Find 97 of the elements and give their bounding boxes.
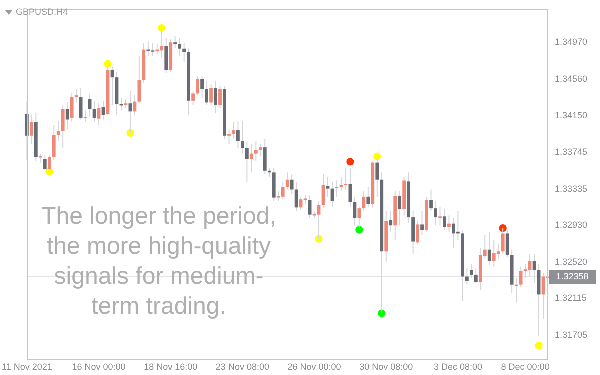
candlestick xyxy=(322,174,326,208)
point xyxy=(104,60,112,68)
candlestick xyxy=(389,210,393,232)
chart-title: GBPUSD,H4 xyxy=(16,7,68,17)
candlestick xyxy=(196,76,200,96)
candlestick xyxy=(366,186,370,208)
candlestick xyxy=(430,189,433,212)
candlestick xyxy=(290,174,294,195)
candlestick xyxy=(43,155,47,170)
candlestick xyxy=(88,93,92,118)
y-tick-label: 1.34970 xyxy=(555,37,588,48)
point xyxy=(499,224,507,232)
y-tick-label: 1.33335 xyxy=(555,184,588,194)
candlestick xyxy=(416,220,420,245)
candlestick xyxy=(362,191,366,212)
x-tick-label: 18 Nov 16:00 xyxy=(144,362,198,372)
candlestick xyxy=(326,176,330,198)
candlestick xyxy=(174,36,178,48)
candlestick xyxy=(250,143,254,174)
candlestick xyxy=(317,200,321,240)
candlestick xyxy=(465,268,469,286)
point xyxy=(535,342,543,350)
candlestick xyxy=(232,122,236,140)
candlestick xyxy=(294,182,298,212)
point xyxy=(46,168,54,176)
candlestick xyxy=(66,102,70,130)
candlestick xyxy=(70,92,74,123)
candlestick xyxy=(348,168,352,208)
candlestick xyxy=(340,176,344,192)
y-tick-label: 1.34150 xyxy=(555,110,588,121)
y-tick-label: 1.32115 xyxy=(555,293,587,304)
candlestick xyxy=(74,88,78,104)
y-tick-label: 1.33745 xyxy=(555,146,588,157)
candlestick xyxy=(236,121,240,149)
candlestick xyxy=(240,121,244,154)
candlestick xyxy=(214,80,218,114)
candlestick xyxy=(501,228,505,255)
annotation: The longer the period, the more high-quality signals for medium-term trading. xyxy=(40,202,278,322)
candlestick xyxy=(133,95,137,116)
candlestick xyxy=(448,215,451,232)
candlestick xyxy=(438,206,442,226)
candlestick xyxy=(30,114,34,144)
candlestick xyxy=(218,86,222,109)
y-tick-label: 1.32520 xyxy=(555,256,588,267)
y-tick-label: 1.32930 xyxy=(555,220,588,230)
point xyxy=(378,310,386,318)
candlestick xyxy=(376,158,380,198)
candlestick xyxy=(245,142,249,184)
candlestick xyxy=(254,140,258,162)
candlestick xyxy=(210,84,213,106)
candlestick xyxy=(524,264,528,280)
candlestick xyxy=(192,90,196,106)
candlestick xyxy=(178,38,182,57)
candlestick xyxy=(420,210,424,236)
candlestick xyxy=(263,138,267,175)
y-tick-label: 1.31705 xyxy=(555,330,588,340)
candlestick xyxy=(506,230,510,258)
candlestick xyxy=(228,129,231,144)
x-tick-label: 26 Nov 00:00 xyxy=(288,362,342,372)
candlestick xyxy=(281,182,285,200)
point xyxy=(126,129,134,138)
candlestick xyxy=(205,80,208,106)
candlestick xyxy=(79,88,83,120)
ref-line-label: 1.32358 xyxy=(556,271,589,282)
candlestick xyxy=(474,268,478,284)
x-tick-label: 8 Dec 00:00 xyxy=(501,362,550,372)
candlestick xyxy=(488,231,492,266)
point xyxy=(356,226,364,234)
candlestick xyxy=(496,244,500,260)
candlestick xyxy=(519,266,523,288)
x-tick-label: 30 Nov 08:00 xyxy=(360,362,414,372)
candlestick xyxy=(470,264,474,280)
point xyxy=(346,158,354,166)
candlestick xyxy=(398,191,402,226)
candlestick xyxy=(48,155,52,170)
candlestick xyxy=(84,110,88,123)
candlestick xyxy=(97,103,101,126)
candlestick xyxy=(52,124,56,161)
candlestick xyxy=(434,200,438,226)
point xyxy=(374,152,382,160)
candlestick xyxy=(258,143,262,158)
candlestick xyxy=(102,100,106,120)
candlestick xyxy=(200,76,204,99)
candlestick xyxy=(358,206,362,229)
x-tick-label: 16 Nov 00:00 xyxy=(72,362,126,372)
x-tick-label: 11 Nov 2021 xyxy=(2,362,52,372)
candlestick xyxy=(61,104,65,149)
y-tick-label: 1.34560 xyxy=(555,74,588,84)
x-tick-label: 23 Nov 08:00 xyxy=(216,362,270,372)
candlestick xyxy=(138,56,142,104)
candlestick xyxy=(353,196,357,226)
candlestick xyxy=(182,42,186,63)
point xyxy=(158,24,166,32)
x-tick-label: 3 Dec 08:00 xyxy=(434,362,482,372)
candlestick xyxy=(56,121,60,142)
candlestick xyxy=(286,172,290,190)
candlestick xyxy=(443,208,446,231)
